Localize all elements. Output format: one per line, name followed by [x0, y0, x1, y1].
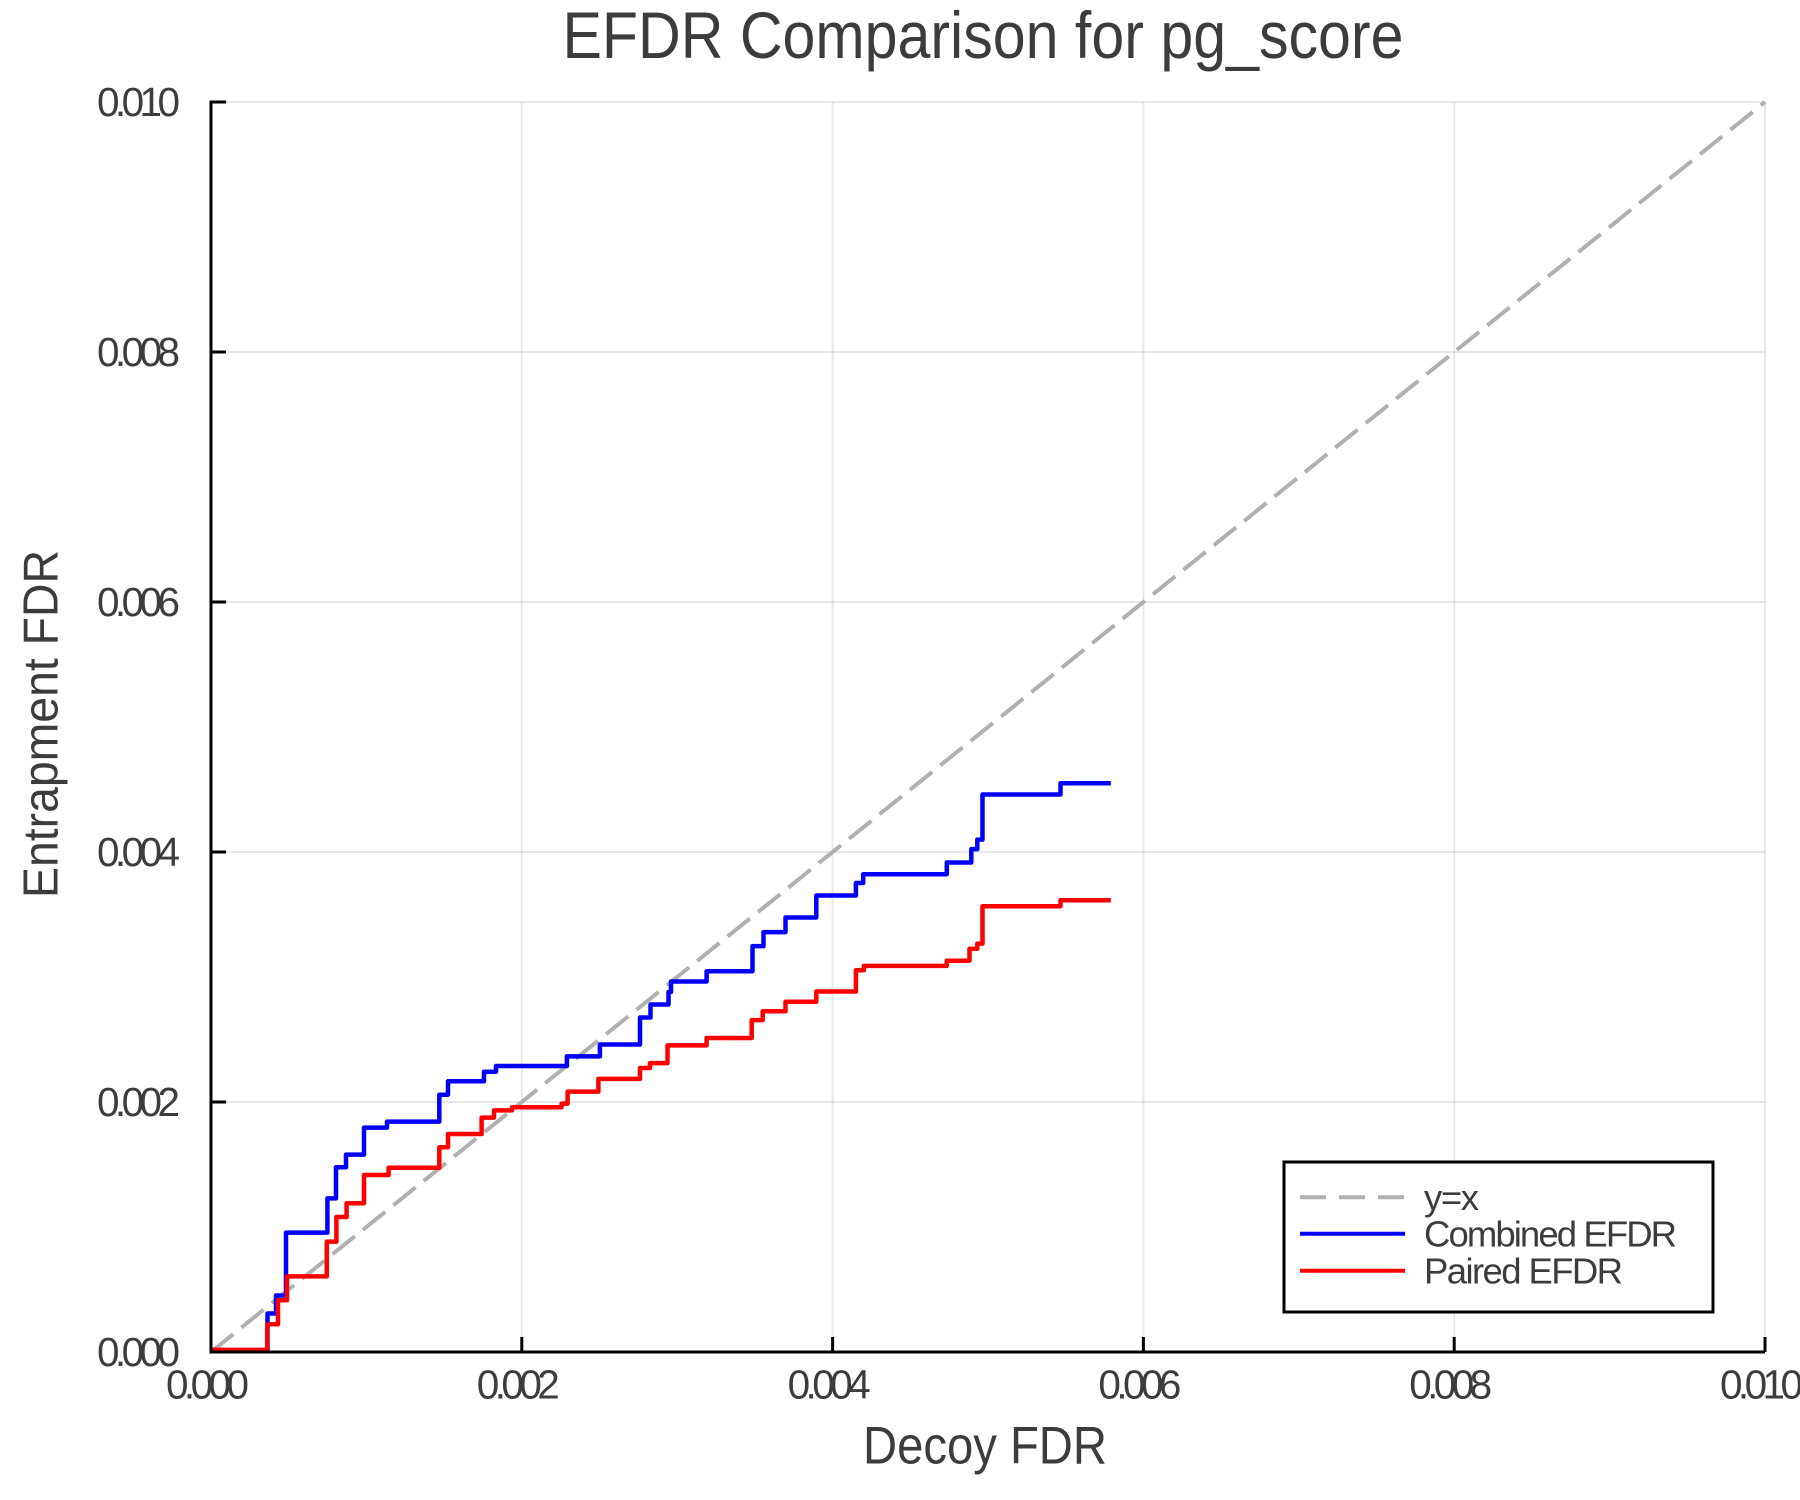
svg-text:Decoy FDR: Decoy FDR	[863, 1416, 1107, 1475]
svg-text:EFDR Comparison for pg_score: EFDR Comparison for pg_score	[563, 0, 1404, 72]
svg-text:0.006: 0.006	[1098, 1362, 1181, 1408]
svg-text:0.010: 0.010	[97, 79, 180, 125]
svg-text:0.002: 0.002	[97, 1079, 180, 1125]
svg-text:Combined EFDR: Combined EFDR	[1424, 1213, 1677, 1254]
svg-text:0.010: 0.010	[1720, 1362, 1800, 1408]
svg-text:0.006: 0.006	[97, 579, 180, 625]
svg-text:0.004: 0.004	[97, 829, 180, 875]
svg-text:0.002: 0.002	[477, 1362, 560, 1408]
svg-text:0.000: 0.000	[97, 1329, 180, 1375]
svg-text:0.004: 0.004	[788, 1362, 871, 1408]
svg-text:Paired EFDR: Paired EFDR	[1424, 1250, 1623, 1291]
svg-text:0.008: 0.008	[1409, 1362, 1492, 1408]
svg-text:y=x: y=x	[1424, 1177, 1479, 1218]
svg-text:Entrapment FDR: Entrapment FDR	[13, 550, 68, 898]
svg-text:0.000: 0.000	[166, 1362, 249, 1408]
svg-text:0.008: 0.008	[97, 329, 180, 375]
